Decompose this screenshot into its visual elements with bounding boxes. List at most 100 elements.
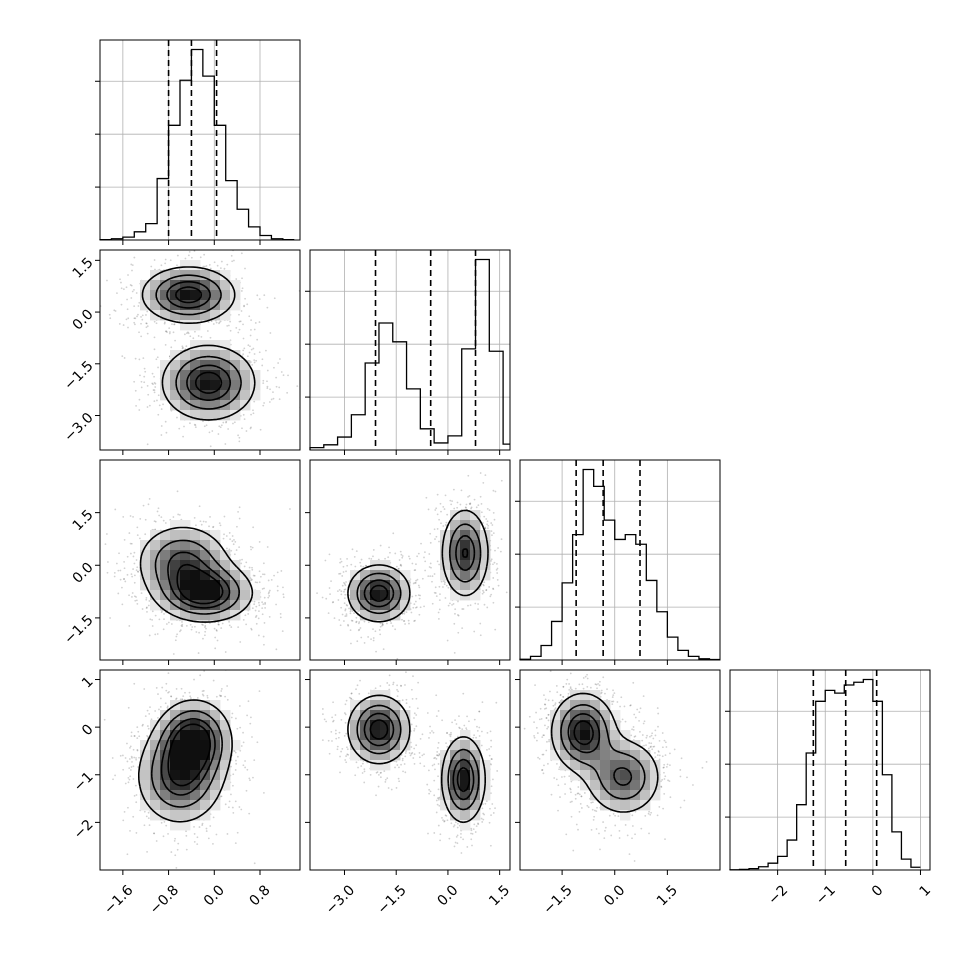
sample-point: [203, 253, 206, 256]
sample-point: [451, 603, 453, 606]
sample-point: [216, 639, 219, 642]
sample-point: [151, 625, 154, 627]
sample-point: [218, 425, 221, 428]
density-bin: [160, 310, 171, 321]
sample-point: [105, 533, 108, 535]
sample-point: [242, 618, 245, 621]
sample-point: [140, 241, 142, 243]
sample-point: [253, 328, 256, 331]
density-bin: [200, 590, 211, 601]
sample-point: [152, 389, 155, 391]
density-bin: [460, 520, 471, 531]
sample-point: [123, 560, 125, 563]
sample-point: [253, 600, 256, 603]
sample-point: [483, 603, 486, 606]
density-bin: [200, 350, 211, 361]
sample-point: [442, 505, 445, 508]
density-bin: [150, 570, 161, 581]
sample-point: [135, 559, 138, 561]
sample-point: [128, 594, 130, 597]
sample-point: [486, 523, 489, 526]
sample-point: [358, 628, 361, 631]
sample-point: [242, 337, 245, 340]
sample-point: [429, 562, 432, 565]
sample-point: [149, 244, 151, 246]
sample-point: [261, 364, 264, 367]
density-bin: [450, 520, 461, 531]
sample-point: [270, 398, 273, 401]
sample-point: [130, 284, 133, 287]
sample-point: [240, 562, 243, 565]
sample-point: [419, 594, 422, 597]
sample-point: [477, 603, 479, 605]
sample-point: [259, 575, 262, 578]
sample-point: [129, 515, 132, 517]
density-bin: [460, 510, 471, 521]
sample-point: [429, 532, 432, 535]
sample-point: [279, 358, 281, 360]
density-bin: [180, 540, 191, 551]
sample-point: [118, 323, 121, 325]
sample-point: [123, 578, 126, 580]
sample-point: [416, 578, 419, 581]
sample-point: [340, 606, 343, 609]
sample-point: [239, 320, 242, 323]
sample-point: [151, 610, 154, 613]
sample-point: [133, 380, 136, 383]
sample-point: [193, 423, 196, 426]
sample-point: [226, 833, 229, 835]
sample-point: [205, 265, 208, 267]
sample-point: [251, 607, 254, 610]
sample-point: [164, 330, 167, 333]
sample-point: [109, 317, 112, 320]
sample-point: [428, 566, 431, 568]
contour-level-3: [176, 563, 224, 605]
sample-point: [251, 736, 253, 738]
sample-point: [146, 384, 149, 387]
sample-point: [154, 633, 157, 636]
sample-point: [368, 557, 371, 560]
contour-level-3: [175, 286, 223, 394]
sample-point: [135, 599, 138, 602]
sample-point: [190, 256, 193, 259]
sample-point: [467, 474, 470, 477]
sample-point: [482, 522, 484, 524]
sample-point: [146, 610, 148, 613]
sample-point: [266, 385, 269, 388]
sample-point: [170, 623, 173, 625]
sample-point: [268, 615, 271, 618]
density-bin: [140, 540, 151, 551]
sample-point: [379, 633, 382, 636]
sample-point: [135, 794, 138, 796]
sample-point: [181, 621, 183, 623]
sample-point: [437, 618, 440, 620]
sample-point: [204, 630, 207, 633]
sample-point: [201, 693, 204, 696]
sample-point: [375, 650, 377, 653]
sample-point: [253, 603, 256, 606]
density-bin: [160, 380, 171, 391]
density-bin: [180, 400, 191, 411]
sample-point: [168, 327, 171, 330]
sample-point: [162, 482, 164, 484]
sample-point: [125, 286, 128, 289]
sample-point: [491, 524, 494, 526]
density-bin: [380, 580, 391, 591]
sample-point: [117, 592, 120, 595]
density-bin: [360, 600, 371, 611]
sample-point: [266, 380, 268, 383]
sample-point: [481, 592, 484, 595]
sample-point: [282, 374, 285, 377]
sample-point: [170, 346, 173, 349]
sample-point: [137, 305, 140, 307]
sample-point: [135, 596, 137, 598]
sample-point: [182, 695, 185, 698]
sample-point: [157, 716, 159, 719]
sample-point: [230, 626, 233, 628]
sample-point: [345, 613, 348, 616]
density-bin: [240, 580, 251, 591]
density-bin: [170, 610, 181, 621]
sample-point: [454, 608, 457, 611]
sample-point: [133, 735, 136, 737]
sample-point: [212, 525, 215, 528]
